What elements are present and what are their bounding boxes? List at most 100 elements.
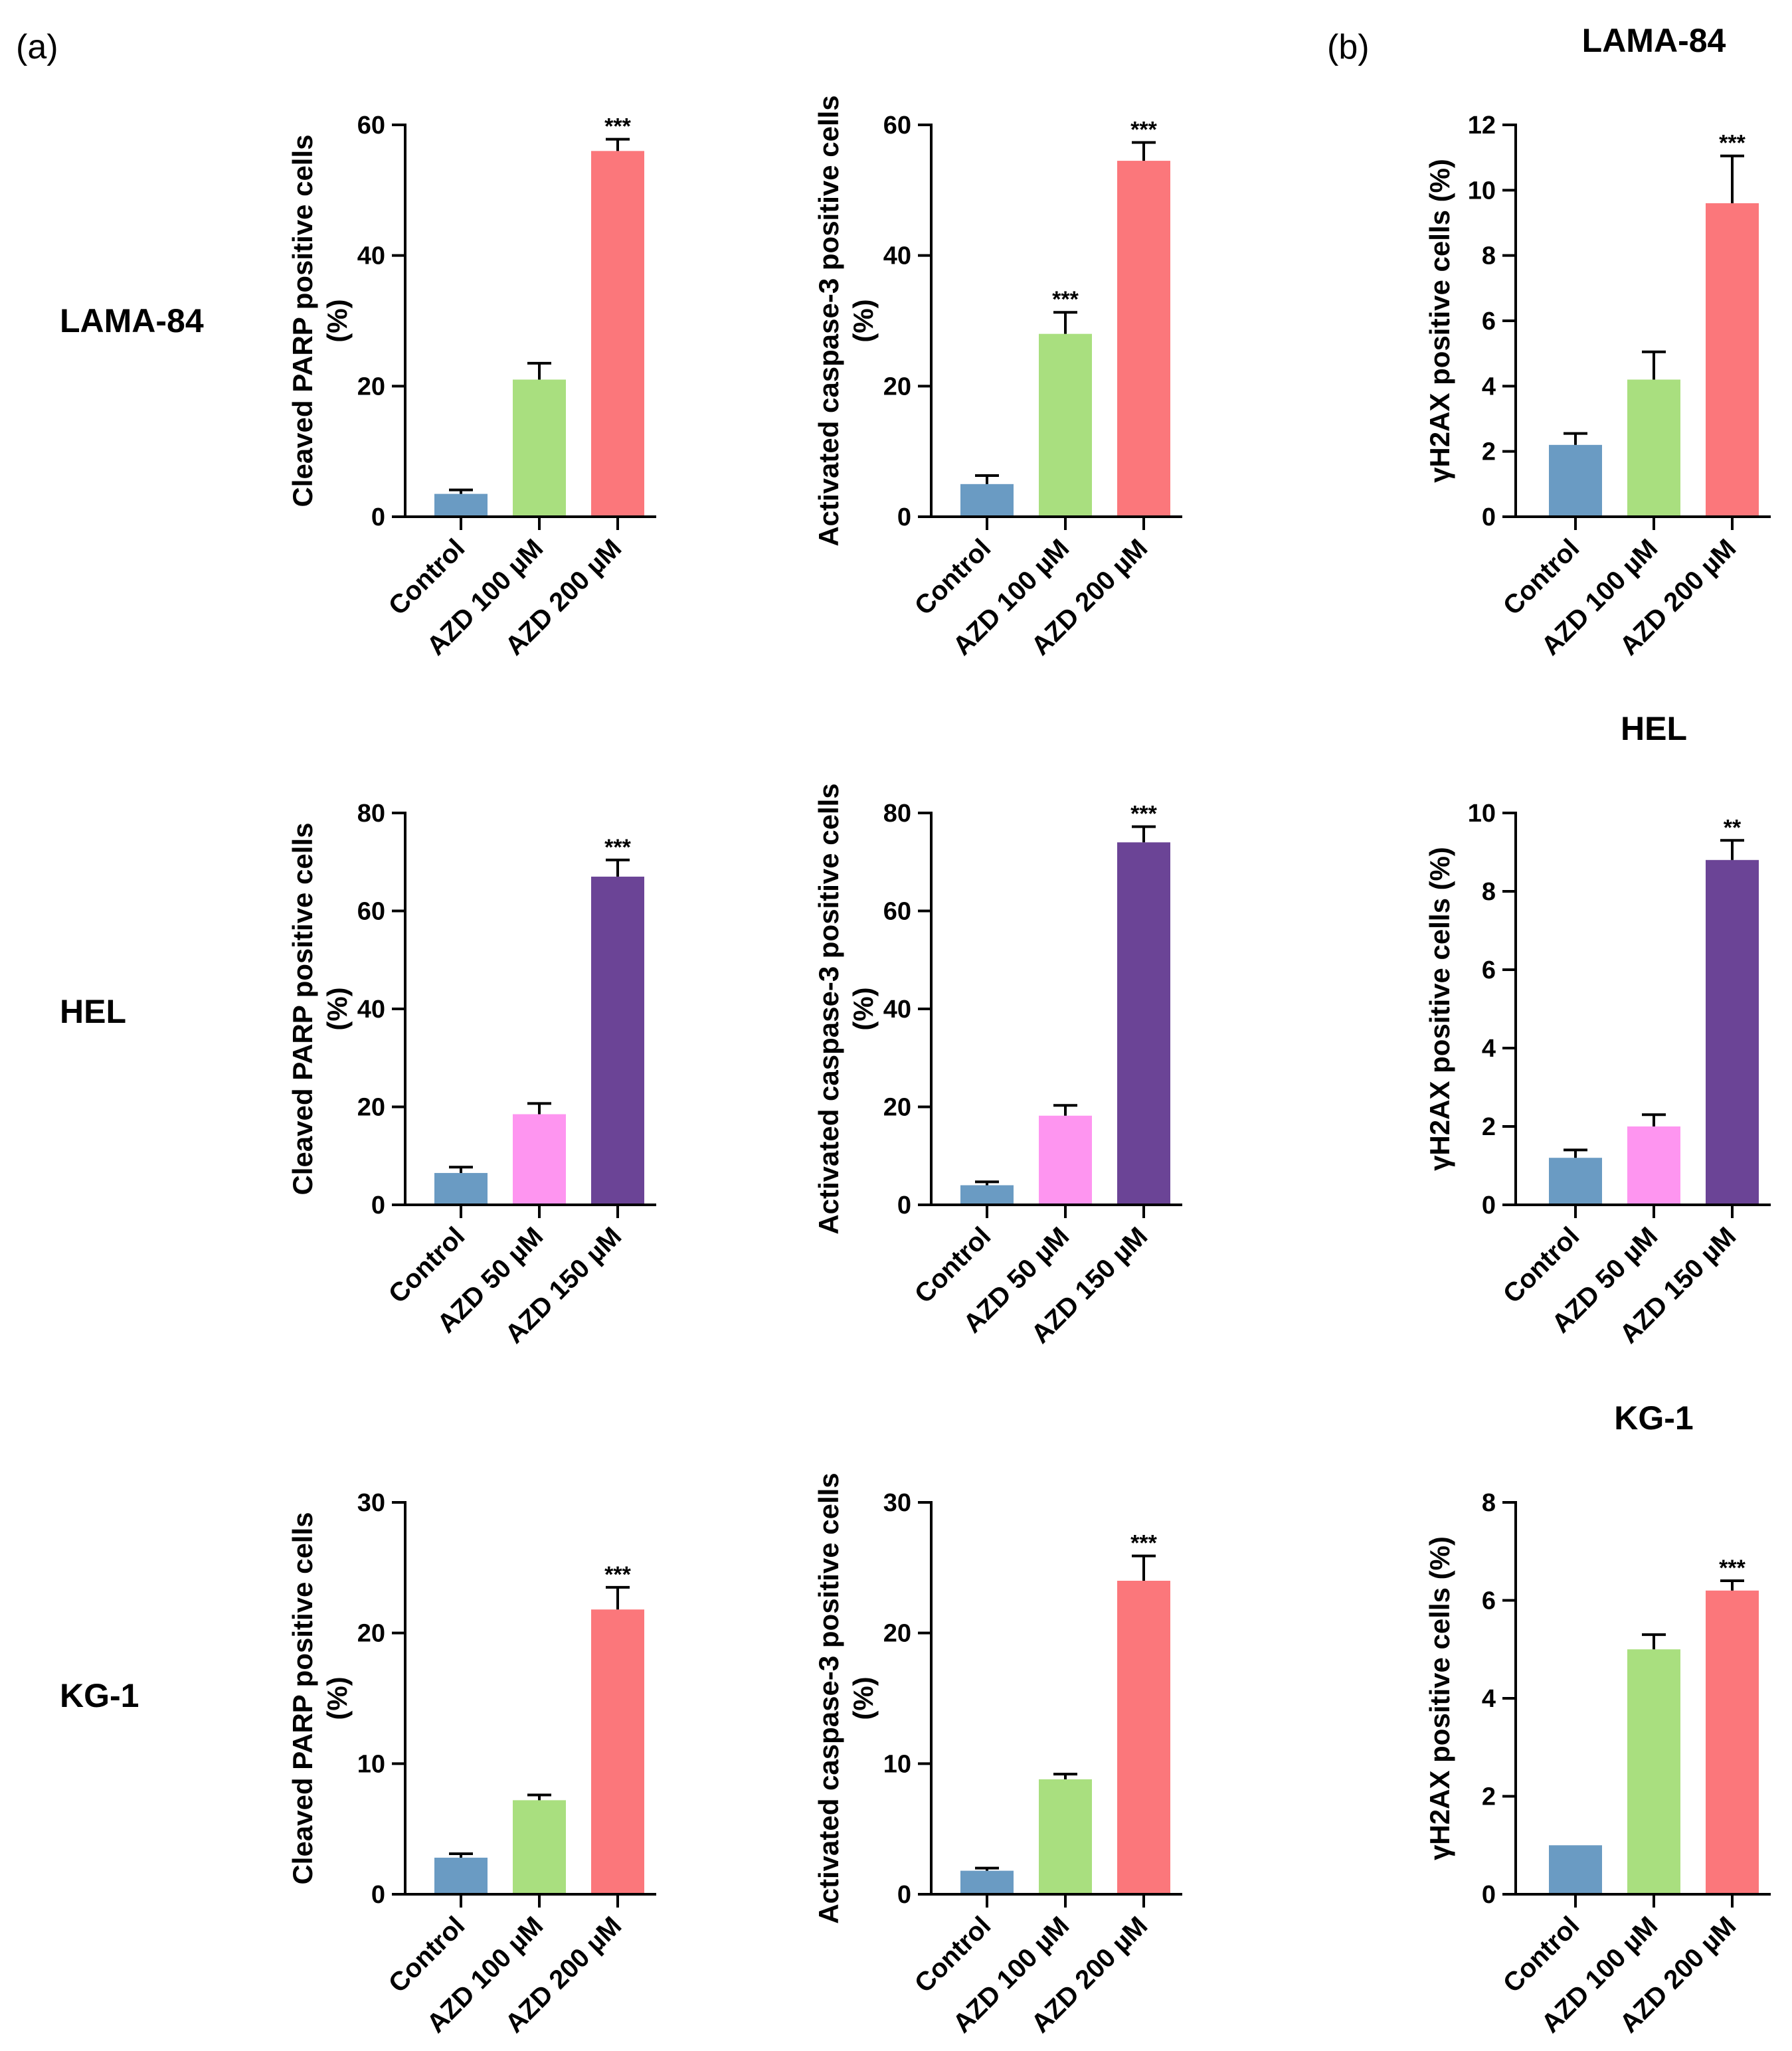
bar xyxy=(1039,1115,1092,1205)
significance-label: *** xyxy=(604,835,631,860)
y-tick-label: 60 xyxy=(357,112,385,139)
panel-label-a: (a) xyxy=(16,28,58,66)
y-tick-label: 20 xyxy=(883,1620,911,1648)
y-tick-label: 80 xyxy=(357,800,385,828)
bar xyxy=(1549,1158,1602,1205)
y-axis-title: Activated caspase-3 positive cells xyxy=(813,95,844,546)
y-tick-label: 80 xyxy=(883,800,911,828)
significance-label: *** xyxy=(1130,802,1157,827)
bar xyxy=(1706,1590,1759,1894)
y-axis-title-unit: (%) xyxy=(848,1676,879,1720)
y-tick-label: 0 xyxy=(1482,1881,1496,1909)
significance-label: *** xyxy=(604,1562,631,1587)
y-tick-label: 40 xyxy=(357,242,385,270)
y-tick-label: 6 xyxy=(1482,1587,1496,1615)
y-tick-label: 20 xyxy=(357,1620,385,1648)
chart-1: Control***AZD 100 µM***AZD 200 µM0204060… xyxy=(813,95,1182,661)
y-tick-label: 0 xyxy=(1482,1192,1496,1219)
y-tick-label: 6 xyxy=(1482,308,1496,335)
row-label-hel: HEL xyxy=(60,993,126,1030)
chart-title: KG-1 xyxy=(1614,1399,1693,1437)
y-tick-label: 0 xyxy=(1482,503,1496,531)
bar xyxy=(591,151,644,517)
bar xyxy=(1117,161,1170,517)
bar xyxy=(1627,1126,1680,1205)
y-tick-label: 10 xyxy=(357,1750,385,1778)
y-tick-label: 8 xyxy=(1482,1489,1496,1517)
bar xyxy=(960,1185,1014,1205)
y-tick-label: 4 xyxy=(1482,1035,1496,1063)
y-tick-label: 40 xyxy=(357,996,385,1024)
y-axis-title-unit: (%) xyxy=(848,987,879,1030)
y-axis-title: Cleaved PARP positive cells xyxy=(287,134,318,507)
bar xyxy=(1706,859,1759,1205)
chart-title: HEL xyxy=(1621,710,1687,747)
significance-label: ** xyxy=(1724,815,1742,840)
bar xyxy=(513,379,566,517)
chart-title: LAMA-84 xyxy=(1582,22,1726,59)
y-tick-label: 10 xyxy=(1468,800,1496,828)
y-tick-label: 2 xyxy=(1482,438,1496,466)
y-tick-label: 0 xyxy=(371,1881,385,1909)
y-tick-label: 20 xyxy=(357,373,385,401)
y-tick-label: 0 xyxy=(897,1192,911,1219)
bar xyxy=(434,1857,488,1894)
y-tick-label: 0 xyxy=(897,503,911,531)
y-axis-title: Cleaved PARP positive cells xyxy=(287,822,318,1195)
y-axis-title: Activated caspase-3 positive cells xyxy=(813,783,844,1234)
y-tick-label: 20 xyxy=(883,1094,911,1122)
y-tick-label: 0 xyxy=(371,1192,385,1219)
y-tick-label: 8 xyxy=(1482,242,1496,270)
bar xyxy=(1627,1649,1680,1894)
bar xyxy=(513,1800,566,1894)
y-tick-label: 0 xyxy=(897,1881,911,1909)
y-tick-label: 60 xyxy=(883,112,911,139)
y-tick-label: 40 xyxy=(883,996,911,1024)
y-tick-label: 20 xyxy=(357,1094,385,1122)
y-tick-label: 20 xyxy=(883,373,911,401)
bar xyxy=(591,876,644,1205)
y-axis-title: γH2AX positive cells (%) xyxy=(1424,1536,1455,1860)
significance-label: *** xyxy=(1719,1556,1746,1581)
significance-label: *** xyxy=(1052,287,1079,312)
y-tick-label: 60 xyxy=(357,898,385,926)
y-axis-title: Activated caspase-3 positive cells xyxy=(813,1472,844,1923)
bar xyxy=(1039,333,1092,517)
y-tick-label: 4 xyxy=(1482,373,1496,401)
bar xyxy=(434,493,488,517)
y-tick-label: 10 xyxy=(883,1750,911,1778)
y-tick-label: 8 xyxy=(1482,878,1496,906)
bar xyxy=(1549,1845,1602,1894)
bar xyxy=(1706,203,1759,517)
y-tick-label: 30 xyxy=(883,1489,911,1517)
bar xyxy=(960,484,1014,517)
y-tick-label: 10 xyxy=(1468,177,1496,205)
bar xyxy=(1117,842,1170,1205)
y-tick-label: 6 xyxy=(1482,956,1496,984)
y-tick-label: 2 xyxy=(1482,1113,1496,1141)
y-tick-label: 12 xyxy=(1468,112,1496,139)
y-axis-title: γH2AX positive cells (%) xyxy=(1424,847,1455,1171)
row-label-kg1: KG-1 xyxy=(60,1677,139,1714)
y-tick-label: 40 xyxy=(883,242,911,270)
bar xyxy=(1549,444,1602,517)
significance-label: *** xyxy=(1719,131,1746,156)
bar xyxy=(960,1870,1014,1894)
significance-label: *** xyxy=(604,114,631,139)
y-axis-title-unit: (%) xyxy=(848,299,879,342)
bar xyxy=(1627,379,1680,517)
y-axis-title-unit: (%) xyxy=(321,987,353,1030)
y-tick-label: 4 xyxy=(1482,1685,1496,1713)
y-axis-title: Cleaved PARP positive cells xyxy=(287,1512,318,1884)
y-tick-label: 0 xyxy=(371,503,385,531)
